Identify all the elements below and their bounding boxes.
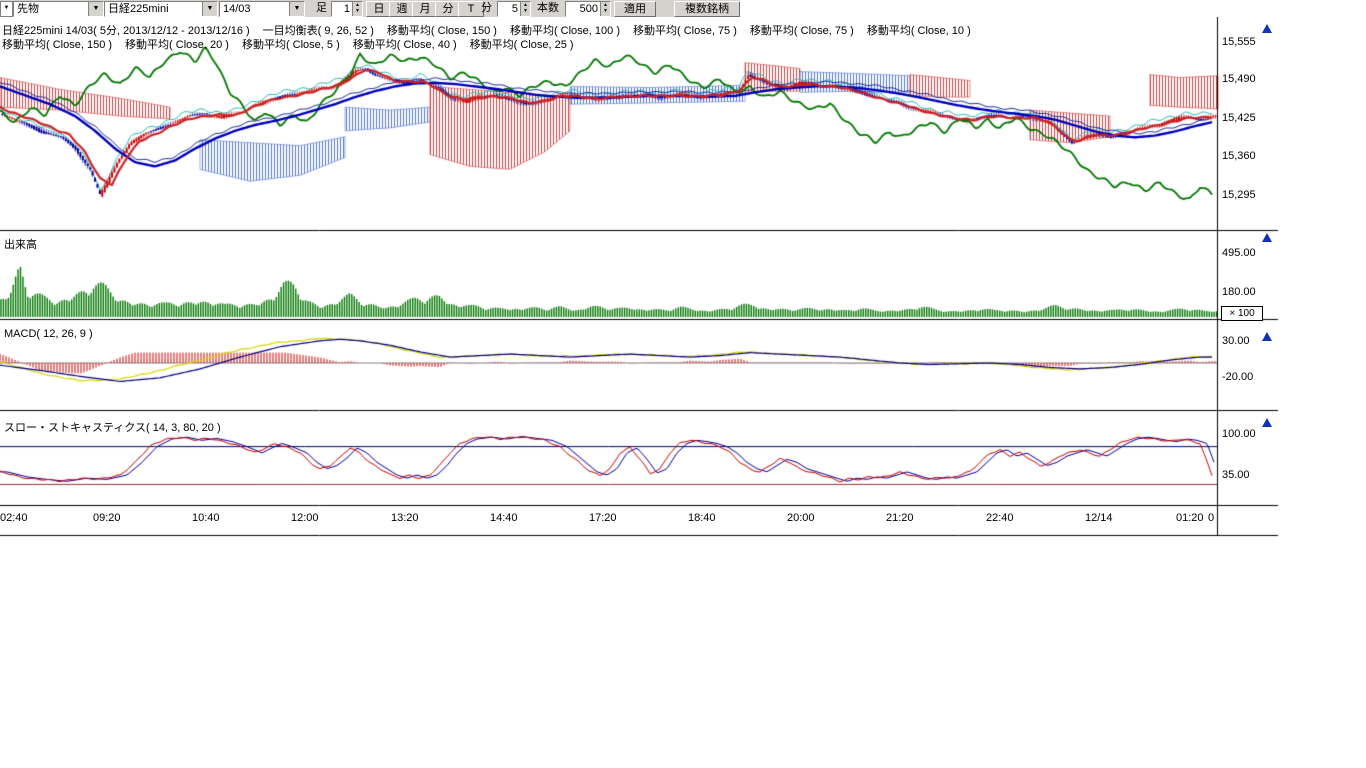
price-axis-label: 15,295 (1222, 189, 1256, 201)
contract-month-select[interactable]: 14/03 ▼ (219, 1, 305, 17)
macd-panel-title: MACD( 12, 26, 9 ) (4, 328, 93, 340)
time-axis-label: 09:20 (93, 512, 121, 524)
symbol-select[interactable]: 日経225mini ▼ (104, 1, 218, 17)
time-axis-label: 10:40 (192, 512, 220, 524)
indicator-label: 移動平均( Close, 20 ) (125, 39, 229, 51)
bar-count-spinner[interactable]: 500 ▲▼ (565, 1, 611, 17)
bar-interval-spinner[interactable]: 1 ▲▼ (331, 1, 363, 17)
time-axis-label: 12:00 (291, 512, 319, 524)
indicator-label: 移動平均( Close, 75 ) (633, 25, 737, 37)
time-axis-label: 20:00 (787, 512, 815, 524)
time-axis-label: 02:40 (0, 512, 28, 524)
indicator-label: 移動平均( Close, 75 ) (750, 25, 854, 37)
stochastics-panel-title: スロー・ストキャスティクス( 14, 3, 80, 20 ) (4, 419, 221, 435)
mini-dropdown-button[interactable]: ▼ (0, 1, 13, 17)
instrument-type-select[interactable]: 先物 ▼ (13, 1, 104, 17)
spinner-arrows-icon[interactable]: ▲▼ (352, 2, 362, 16)
dropdown-arrow-icon: ▼ (4, 5, 10, 11)
chart-application-window: ▼ 先物 ▼ 日経225mini ▼ 14/03 ▼ 足 1 ▲▼ 日週月分T … (0, 0, 1366, 768)
time-axis-label: 22:40 (986, 512, 1014, 524)
panel-scale-arrow-icon[interactable] (1262, 233, 1272, 242)
spinner-arrows-icon[interactable]: ▲▼ (520, 2, 530, 16)
dropdown-arrow-icon[interactable]: ▼ (289, 2, 304, 16)
minute-unit-label: 分 (481, 1, 492, 15)
price-axis-label: 15,360 (1222, 150, 1256, 162)
price-axis-label: 15,555 (1222, 36, 1256, 48)
bar-interval-value: 1 (332, 2, 352, 16)
bar-type-label: 足 (316, 1, 327, 15)
stoch-axis-label: 100.00 (1222, 428, 1256, 440)
panel-scale-arrow-icon[interactable] (1262, 418, 1272, 427)
bar-count-value: 500 (566, 2, 600, 16)
price-axis-label: 15,425 (1222, 112, 1256, 124)
toolbar: ▼ 先物 ▼ 日経225mini ▼ 14/03 ▼ 足 1 ▲▼ 日週月分T … (0, 0, 740, 18)
instrument-type-value: 先物 (14, 2, 88, 16)
minute-interval-spinner[interactable]: 5 ▲▼ (497, 1, 531, 17)
multi-symbol-button[interactable]: 複数銘柄 (674, 1, 740, 17)
time-axis-label: 13:20 (391, 512, 419, 524)
volume-axis-label: 180.00 (1222, 286, 1256, 298)
minute-interval-value: 5 (498, 2, 520, 16)
indicator-label: 移動平均( Close, 5 ) (242, 39, 340, 51)
indicator-label: 移動平均( Close, 10 ) (867, 25, 971, 37)
macd-axis-label: -20.00 (1222, 371, 1253, 383)
dropdown-arrow-icon[interactable]: ▼ (202, 2, 217, 16)
indicator-label: 移動平均( Close, 40 ) (353, 39, 457, 51)
spinner-arrows-icon[interactable]: ▲▼ (600, 2, 610, 16)
contract-month-value: 14/03 (220, 2, 289, 16)
symbol-value: 日経225mini (105, 2, 202, 16)
macd-axis-label: 30.00 (1222, 335, 1250, 347)
indicator-header-line2: 移動平均( Close, 150 ) 移動平均( Close, 20 ) 移動平均(… (2, 36, 587, 52)
dropdown-arrow-icon[interactable]: ▼ (88, 2, 103, 16)
time-axis-label: 18:40 (688, 512, 716, 524)
stoch-axis-label: 35.00 (1222, 469, 1250, 481)
volume-axis-label: 495.00 (1222, 247, 1256, 259)
time-axis-label: 01:20 (1176, 512, 1204, 524)
apply-button[interactable]: 適用 (614, 1, 656, 17)
time-axis-label: 17:20 (589, 512, 617, 524)
volume-panel-title: 出来高 (4, 236, 37, 252)
panel-scale-arrow-icon[interactable] (1262, 24, 1272, 33)
time-axis-label: 0 (1208, 512, 1214, 524)
panel-scale-arrow-icon[interactable] (1262, 332, 1272, 341)
time-axis-label: 14:40 (490, 512, 518, 524)
volume-multiplier-box: × 100 (1221, 306, 1263, 321)
indicator-label: 移動平均( Close, 150 ) (2, 39, 112, 51)
price-axis-label: 15,490 (1222, 73, 1256, 85)
time-axis-label: 21:20 (886, 512, 914, 524)
bar-count-label: 本数 (537, 1, 559, 15)
chart-canvas[interactable] (0, 17, 1280, 537)
indicator-label: 移動平均( Close, 25 ) (470, 39, 574, 51)
time-axis-label: 12/14 (1085, 512, 1113, 524)
